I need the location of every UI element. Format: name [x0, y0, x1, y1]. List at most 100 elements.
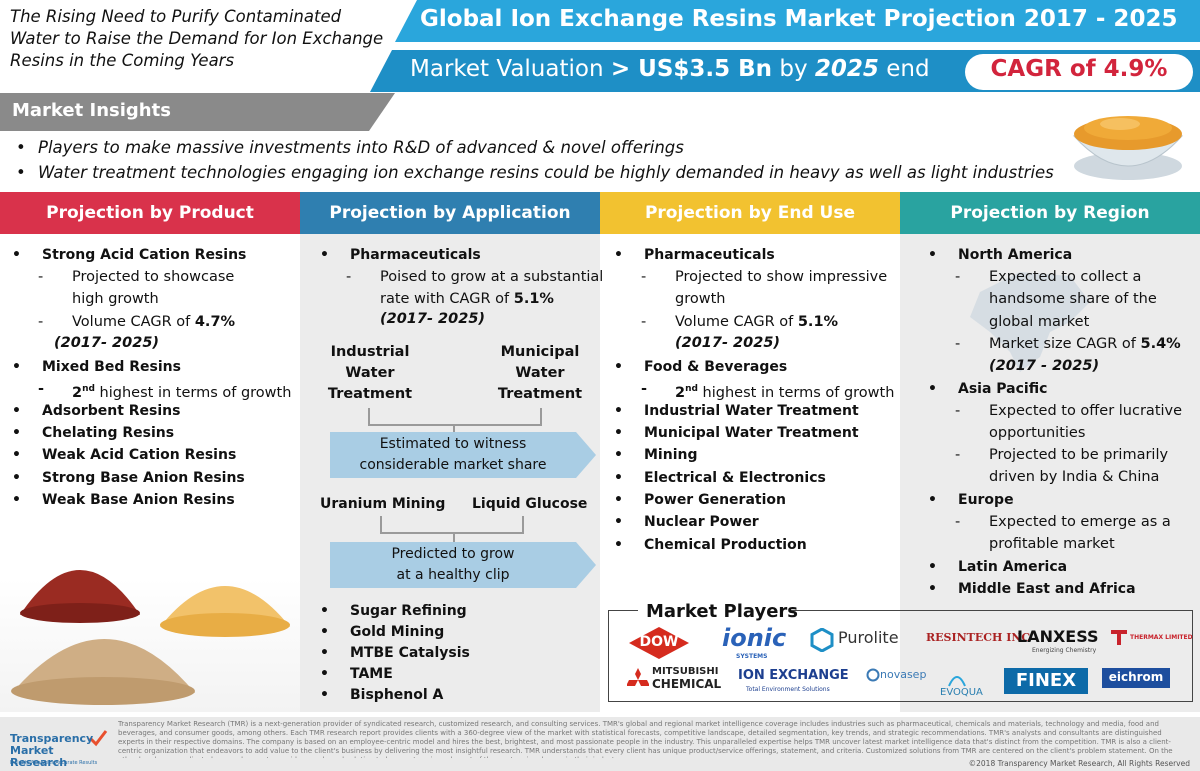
enduse-sub: - Projected to show impressive [641, 266, 888, 288]
product-sub: - Projected to showcase [38, 266, 234, 288]
enduse-item: • Pharmaceuticals [614, 247, 775, 263]
label-line: Industrial [330, 344, 410, 360]
sub-text: handsome share of the [989, 291, 1157, 307]
application-name: TAME [350, 666, 393, 682]
market-share-callout: Estimated to witness considerable market … [330, 432, 596, 478]
connector-line [453, 532, 455, 542]
connector-line [368, 408, 370, 426]
label-line: Water [515, 365, 565, 381]
dow-logo: DOW [628, 626, 690, 660]
sub-text: growth [675, 291, 726, 307]
enduse-item: • Food & Beverages [614, 359, 788, 375]
application-name: MTBE Catalysis [350, 645, 470, 661]
connector-line [540, 408, 542, 426]
north-america-map-image [970, 272, 1090, 372]
region-name: Latin America [958, 559, 1068, 575]
region-item: • Asia Pacific [928, 381, 1047, 397]
resintech-logo: RESINTECH INC [926, 631, 1031, 644]
dash-icon: - [955, 336, 961, 352]
sub-text: Volume CAGR of [675, 314, 798, 330]
enduse-item: • Municipal Water Treatment [614, 425, 859, 441]
bullet-icon: • [928, 581, 937, 597]
product-name: Strong Base Anion Resins [42, 470, 245, 486]
enduse-name: Pharmaceuticals [644, 247, 775, 263]
insights-title: Market Insights [12, 100, 171, 121]
header-region: Projection by Region [900, 192, 1200, 234]
product-sub: high growth [72, 288, 159, 310]
dash-icon: - [955, 447, 961, 463]
enduse-item: • Power Generation [614, 492, 786, 508]
enduse-sub: - 2nd highest in terms of growth [641, 378, 894, 404]
footer-copyright: ©2018 Transparency Market Research, All … [968, 759, 1190, 768]
application-sub: - Poised to grow at a substantial [346, 266, 604, 288]
bullet-icon: • [320, 247, 329, 263]
region-item: • Middle East and Africa [928, 581, 1136, 597]
header-application: Projection by Application [300, 192, 600, 234]
valuation-prefix: Market Valuation [410, 56, 604, 82]
enduse-sub: - Volume CAGR of 5.1% [641, 311, 838, 333]
logo-text: MITSUBISHI [652, 666, 719, 677]
header-product: Projection by Product [0, 192, 300, 234]
enduse-name: Nuclear Power [644, 514, 759, 530]
sub-text: Projected to show impressive [675, 269, 888, 285]
eichrom-logo: eichrom [1108, 670, 1164, 684]
checkmark-icon [88, 730, 108, 747]
sub-text: Poised to grow at a substantial [380, 269, 604, 285]
enduse-item: • Mining [614, 447, 697, 463]
period-text: (2017 - 2025) [989, 358, 1100, 374]
connector-line [522, 516, 524, 534]
product-item: • Strong Base Anion Resins [12, 470, 245, 486]
callout-line: Predicted to grow [391, 546, 515, 562]
cagr-value: 4.7% [194, 314, 236, 330]
bullet-icon: • [928, 559, 937, 575]
bullet-icon: • [614, 492, 623, 508]
sub-text: high growth [72, 291, 159, 307]
connector-line [380, 516, 382, 534]
valuation-text: Market Valuation > US$3.5 Bn by 2025 end [410, 56, 930, 82]
insight-text: Water treatment technologies engaging io… [38, 163, 1054, 182]
ionic-logo: ionic [722, 624, 787, 652]
region-item: • North America [928, 247, 1072, 263]
ionic-logo-sub: SYSTEMS [736, 653, 768, 660]
diamond-icon [629, 627, 689, 659]
region-sub: - Expected to offer lucrative [955, 400, 1182, 422]
callout-line: at a healthy clip [396, 567, 510, 583]
footer-description: Transparency Market Research (TMR) is a … [118, 720, 1173, 758]
header-enduse: Projection by End Use [600, 192, 900, 234]
mitsubishi-logo: MITSUBISHI CHEMICAL [652, 666, 721, 691]
bullet-icon: • [928, 247, 937, 263]
bullet-icon: • [16, 163, 26, 182]
callout-line: considerable market share [359, 457, 547, 473]
sub-text: Projected to be primarily [989, 447, 1169, 463]
product-name: Mixed Bed Resins [42, 359, 181, 375]
region-sub: - Expected to emerge as a [955, 511, 1171, 533]
application-item: • MTBE Catalysis [320, 645, 470, 661]
connector-line [368, 424, 542, 426]
bullet-icon: • [12, 425, 21, 441]
sub-text: driven by India & China [989, 469, 1160, 485]
bullet-icon: • [320, 645, 329, 661]
enduse-name: Municipal Water Treatment [644, 425, 859, 441]
enduse-name: Power Generation [644, 492, 786, 508]
enduse-name: Electrical & Electronics [644, 470, 826, 486]
dash-icon: - [641, 314, 647, 330]
period-text: (2017- 2025) [675, 335, 781, 351]
product-item: • Mixed Bed Resins [12, 359, 181, 375]
sub-text: highest in terms of growth [94, 384, 292, 401]
enduse-item: • Industrial Water Treatment [614, 403, 859, 419]
bullet-icon: • [614, 447, 623, 463]
product-item: • Weak Acid Cation Resins [12, 447, 236, 463]
enduse-name: Chemical Production [644, 537, 807, 553]
bullet-icon: • [614, 470, 623, 486]
thermax-logo: THERMAX LIMITED [1130, 634, 1193, 641]
region-sub: profitable market [989, 533, 1115, 555]
enduse-name: Food & Beverages [644, 359, 788, 375]
cagr-pill [965, 54, 1193, 90]
bullet-icon: • [12, 447, 21, 463]
purolite-logo: Purolite [838, 628, 899, 647]
growth-callout: Predicted to grow at a healthy clip [330, 542, 596, 588]
label-line: Treatment [327, 386, 413, 402]
ion-exchange-logo-sub: Total Environment Solutions [746, 686, 830, 693]
enduse-item: • Chemical Production [614, 537, 807, 553]
enduse-item: • Nuclear Power [614, 514, 759, 530]
